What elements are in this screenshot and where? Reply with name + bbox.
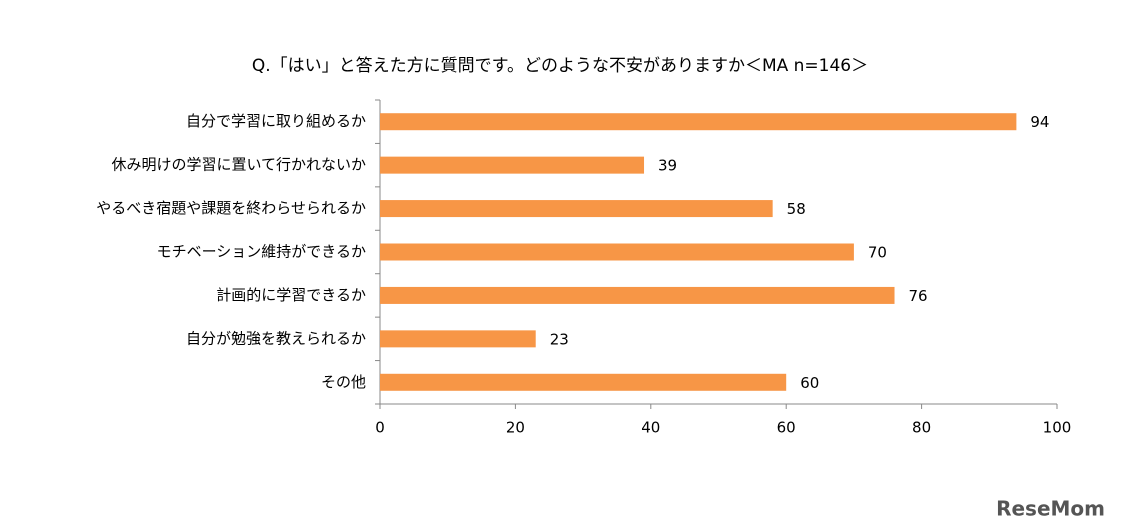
x-tick-label: 80 (912, 419, 931, 437)
bar (380, 156, 645, 174)
x-tick-label: 0 (375, 419, 385, 437)
bar (380, 113, 1017, 131)
data-label: 94 (1030, 113, 1049, 131)
watermark: ReseMom (996, 497, 1105, 521)
data-label: 76 (909, 287, 928, 305)
x-tick-label: 40 (641, 419, 660, 437)
y-tick-label: 休み明けの学習に置いて行かれないか (111, 156, 366, 174)
y-tick-label: 計画的に学習できるか (216, 286, 366, 304)
data-label: 23 (550, 330, 569, 348)
bar (380, 373, 787, 391)
bar (380, 243, 854, 261)
x-tick-label: 60 (777, 419, 796, 437)
y-tick-label: 自分で学習に取り組めるか (186, 112, 366, 130)
bar (380, 286, 895, 304)
y-tick-label: その他 (321, 373, 366, 391)
y-tick-label: やるべき宿題や課題を終わらせられるか (96, 199, 366, 217)
y-tick-label: 自分が勉強を教えられるか (186, 329, 366, 347)
bar (380, 200, 773, 218)
y-tick-label: モチベーション維持ができるか (157, 243, 366, 261)
x-tick-label: 100 (1043, 419, 1072, 437)
data-label: 39 (658, 157, 677, 175)
bar (380, 330, 536, 348)
x-tick-label: 20 (506, 419, 525, 437)
chart-title: Q.「はい」と答えた方に質問です。どのような不安がありますか＜MA n=146＞ (252, 56, 868, 76)
data-label: 60 (800, 374, 819, 392)
data-label: 58 (787, 200, 806, 218)
data-label: 70 (868, 244, 887, 262)
